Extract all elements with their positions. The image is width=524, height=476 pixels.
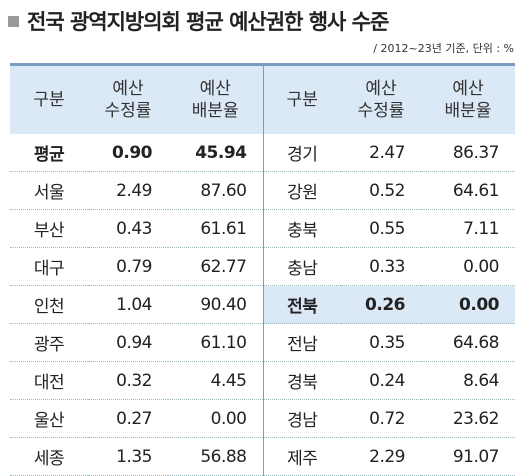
column-header: 구분 <box>10 64 88 134</box>
value-cell: 1.04 <box>88 285 168 324</box>
region-cell: 부산 <box>10 209 88 248</box>
value-cell: 4.45 <box>168 361 263 400</box>
column-header: 예산 배분율 <box>168 64 263 134</box>
value-cell: 0.00 <box>421 285 515 324</box>
region-cell: 광주 <box>10 323 88 362</box>
value-cell: 62.77 <box>168 247 263 286</box>
column-header: 구분 <box>262 64 341 134</box>
region-cell: 평균 <box>10 134 88 172</box>
data-table: 구분 예산 수정률 예산 배분율 구분 예산 수정률 예산 배분율 평균 0.90 45.94… <box>10 63 515 476</box>
value-cell: 0.24 <box>341 361 421 400</box>
table-row: 광주 0.94 61.10 전남 0.35 64.68 <box>10 323 515 362</box>
note: / 2012~23년 기준, 단위 : % <box>373 42 514 55</box>
title-block: 전국 광역지방의회 평균 예산권한 행사 수준 <box>8 6 389 36</box>
table-row: 인천 1.04 90.40 전북 0.26 0.00 <box>10 285 515 324</box>
value-cell: 64.68 <box>421 323 515 362</box>
value-cell: 90.40 <box>168 285 263 324</box>
region-cell: 울산 <box>10 399 88 438</box>
value-cell: 91.07 <box>421 437 515 476</box>
header-row: 구분 예산 수정률 예산 배분율 구분 예산 수정률 예산 배분율 <box>10 64 515 134</box>
value-cell: 1.35 <box>88 437 168 476</box>
region-cell: 대전 <box>10 361 88 400</box>
table-row: 대전 0.32 4.45 경북 0.24 8.64 <box>10 361 515 400</box>
value-cell: 7.11 <box>421 209 515 248</box>
table-row: 울산 0.27 0.00 경남 0.72 23.62 <box>10 399 515 438</box>
table-row: 세종 1.35 56.88 제주 2.29 91.07 <box>10 437 515 476</box>
value-cell: 64.61 <box>421 171 515 210</box>
value-cell: 0.27 <box>88 399 168 438</box>
value-cell: 56.88 <box>168 437 263 476</box>
value-cell: 45.94 <box>168 134 263 172</box>
table-row: 부산 0.43 61.61 충북 0.55 7.11 <box>10 209 515 248</box>
region-cell: 경기 <box>262 134 341 172</box>
value-cell: 23.62 <box>421 399 515 438</box>
value-cell: 61.61 <box>168 209 263 248</box>
value-cell: 0.26 <box>341 285 421 324</box>
region-cell: 경북 <box>262 361 341 400</box>
page: 전국 광역지방의회 평균 예산권한 행사 수준 / 2012~23년 기준, 단… <box>8 6 515 476</box>
value-cell: 0.72 <box>341 399 421 438</box>
value-cell: 0.35 <box>341 323 421 362</box>
value-cell: 87.60 <box>168 171 263 210</box>
value-cell: 0.55 <box>341 209 421 248</box>
value-cell: 8.64 <box>421 361 515 400</box>
value-cell: 0.00 <box>421 247 515 286</box>
table-row: 서울 2.49 87.60 강원 0.52 64.61 <box>10 171 515 210</box>
region-cell: 충북 <box>262 209 341 248</box>
value-cell: 0.52 <box>341 171 421 210</box>
value-cell: 0.43 <box>88 209 168 248</box>
value-cell: 0.90 <box>88 134 168 172</box>
value-cell: 0.94 <box>88 323 168 362</box>
value-cell: 86.37 <box>421 134 515 172</box>
value-cell: 0.00 <box>168 399 263 438</box>
region-cell: 서울 <box>10 171 88 210</box>
column-header: 예산 수정률 <box>341 64 421 134</box>
title: 전국 광역지방의회 평균 예산권한 행사 수준 <box>27 10 389 34</box>
region-cell: 대구 <box>10 247 88 286</box>
region-cell: 세종 <box>10 437 88 476</box>
region-cell: 충남 <box>262 247 341 286</box>
value-cell: 2.47 <box>341 134 421 172</box>
region-cell: 전남 <box>262 323 341 362</box>
value-cell: 0.33 <box>341 247 421 286</box>
table-row: 대구 0.79 62.77 충남 0.33 0.00 <box>10 247 515 286</box>
title-icon <box>8 15 19 27</box>
column-header: 예산 수정률 <box>88 64 168 134</box>
column-header: 예산 배분율 <box>421 64 515 134</box>
region-cell: 인천 <box>10 285 88 324</box>
value-cell: 2.49 <box>88 171 168 210</box>
value-cell: 0.79 <box>88 247 168 286</box>
table-body: 평균 0.90 45.94 경기 2.47 86.37 서울 2.49 87.60 강원 0.52 6… <box>10 134 515 476</box>
region-cell: 강원 <box>262 171 341 210</box>
value-cell: 2.29 <box>341 437 421 476</box>
region-cell: 제주 <box>262 437 341 476</box>
value-cell: 0.32 <box>88 361 168 400</box>
region-cell: 경남 <box>262 399 341 438</box>
table-row: 평균 0.90 45.94 경기 2.47 86.37 <box>10 134 515 172</box>
value-cell: 61.10 <box>168 323 263 362</box>
region-cell: 전북 <box>262 285 341 324</box>
